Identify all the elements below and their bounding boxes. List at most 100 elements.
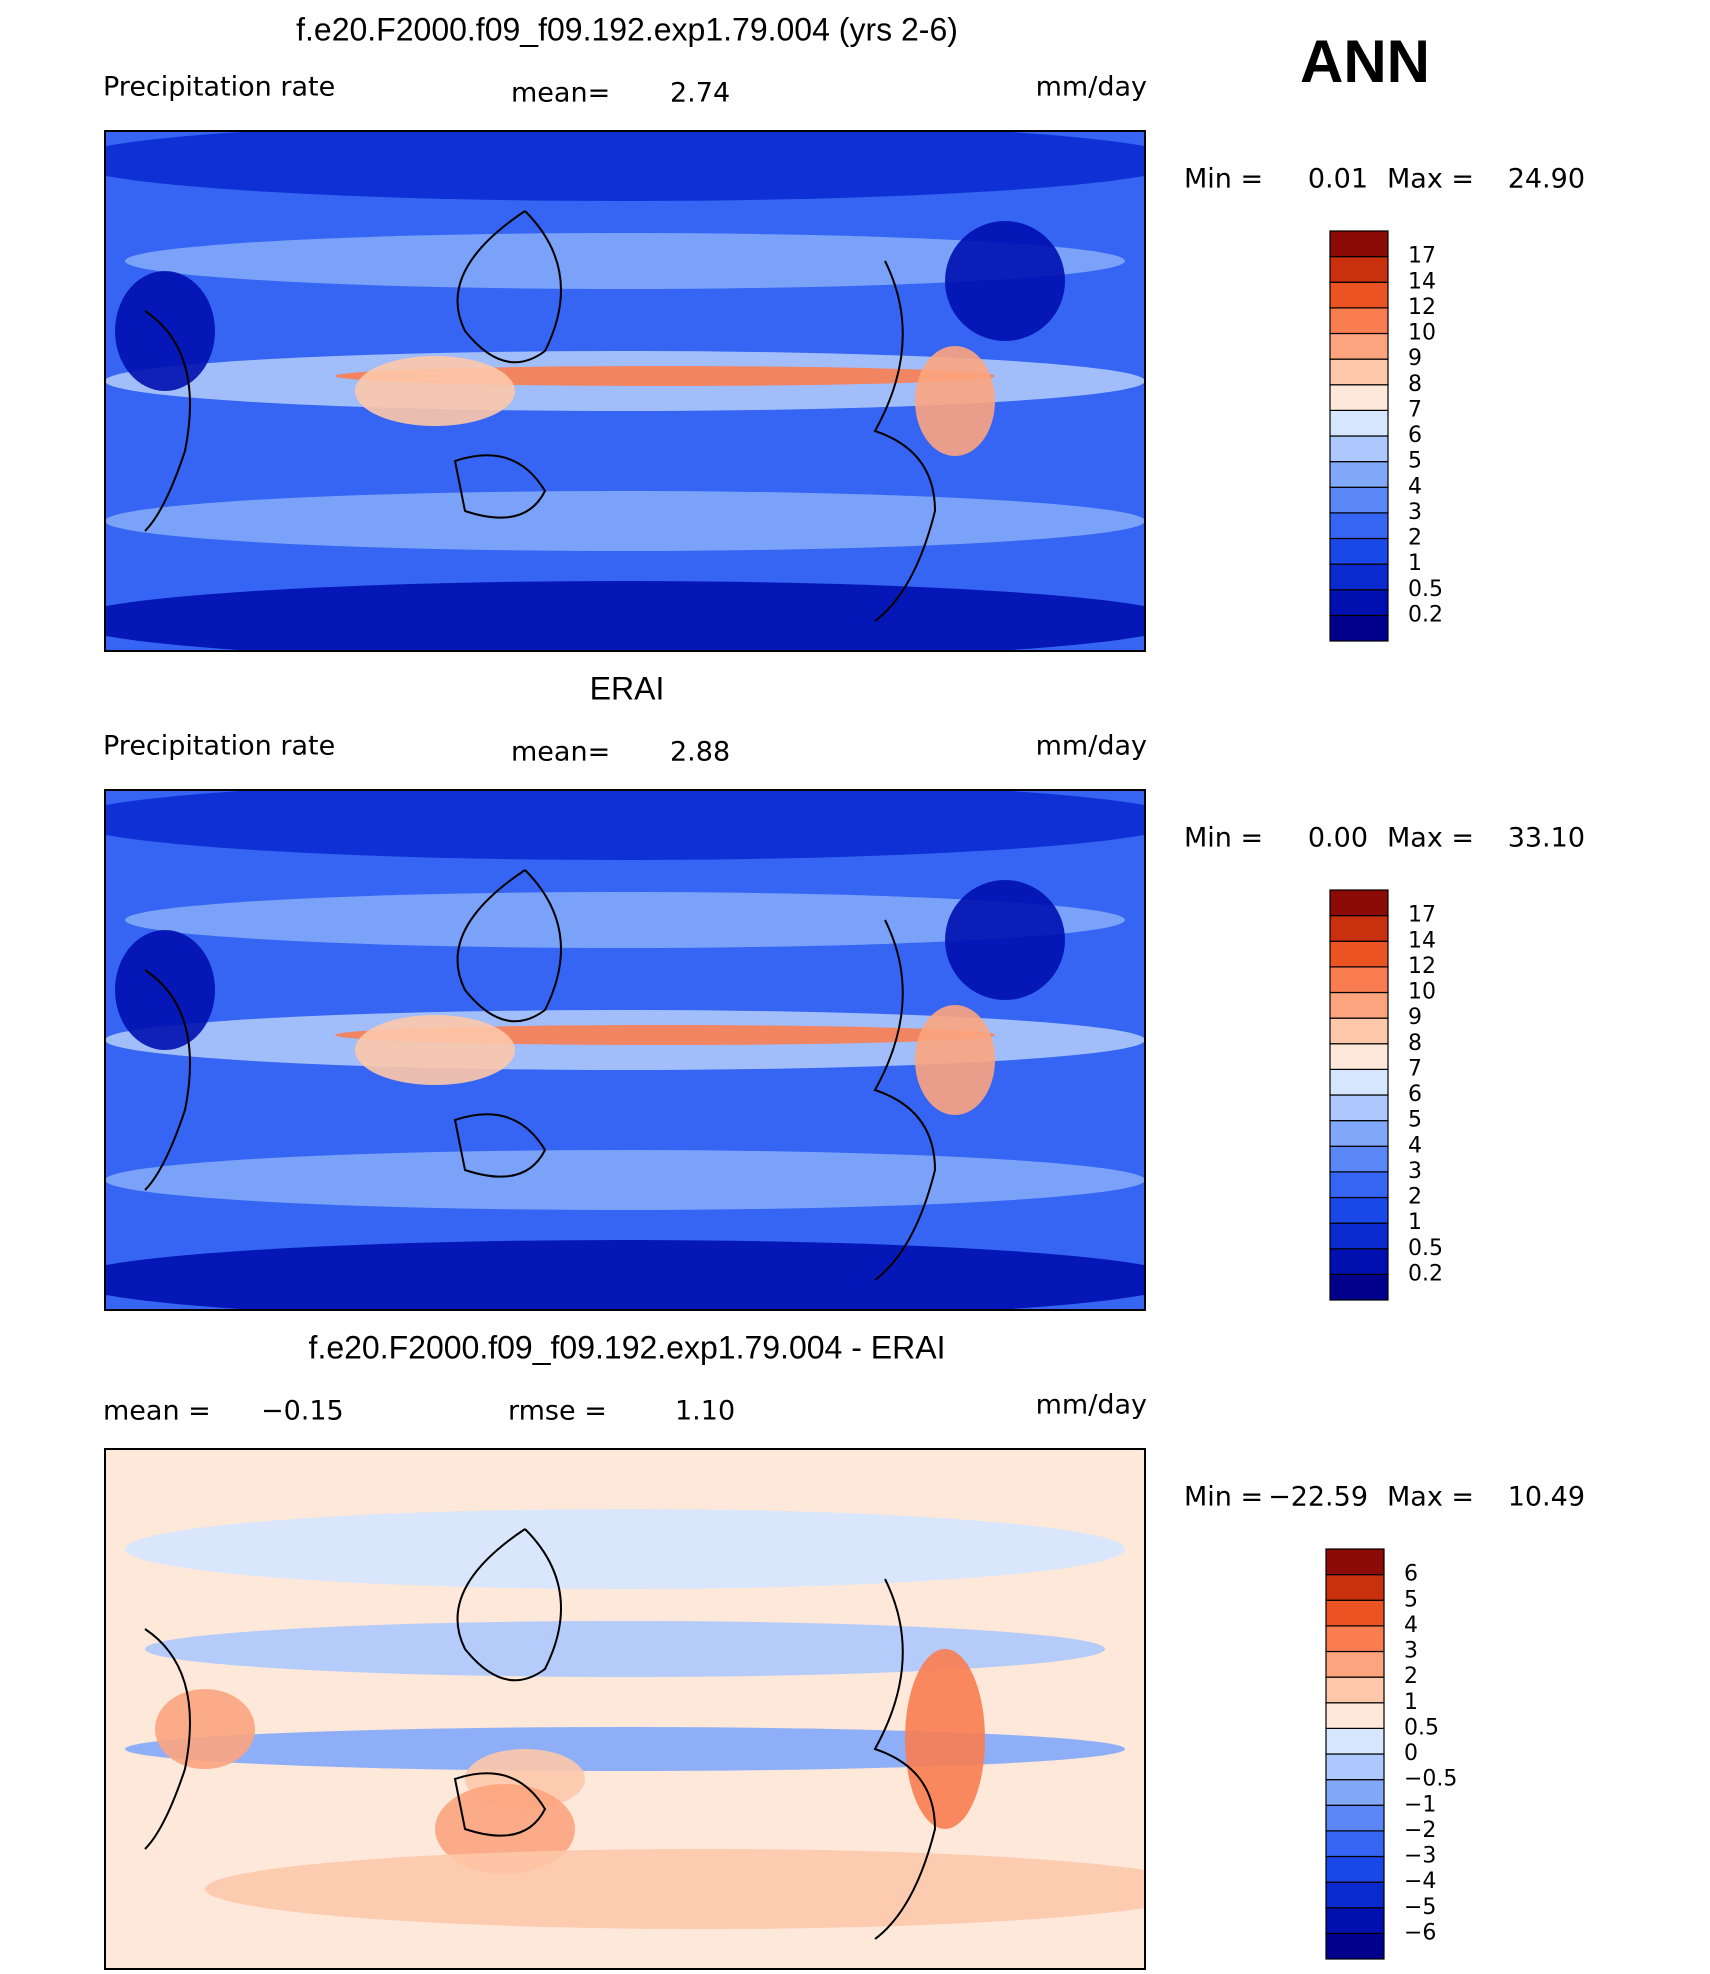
colorbar-label: 6: [1408, 1082, 1422, 1107]
colorbar-label: 0: [1404, 1741, 1418, 1766]
min-value: 0.00: [1308, 823, 1368, 854]
field-blob: [105, 1150, 1145, 1210]
colorbar-box: [1329, 1171, 1389, 1199]
colorbar-label: 1: [1404, 1690, 1418, 1715]
colorbar-label: 0.5: [1408, 577, 1443, 602]
stat-label: mean =: [103, 1396, 211, 1427]
colorbar-box: [1329, 256, 1389, 283]
field-blob: [155, 1689, 255, 1769]
colorbar-box: [1325, 1855, 1385, 1883]
colorbar-label: −5: [1404, 1895, 1436, 1920]
variable-name: Precipitation rate: [103, 72, 335, 103]
colorbar-label: 10: [1408, 980, 1436, 1005]
map-frame: [104, 130, 1146, 652]
stat-label: mean=: [511, 737, 610, 768]
colorbar-box: [1325, 1702, 1385, 1729]
map-frame: [104, 1448, 1146, 1970]
colorbar-box: [1329, 358, 1389, 386]
min-value: 0.01: [1308, 164, 1368, 195]
colorbar-box: [1325, 1830, 1385, 1858]
colorbar-label: 14: [1408, 928, 1436, 953]
colorbar-label: 7: [1408, 397, 1422, 422]
colorbar-label: 7: [1408, 1056, 1422, 1081]
colorbar-box: [1329, 409, 1389, 437]
colorbar-label: −4: [1404, 1869, 1436, 1894]
colorbar-label: 2: [1408, 1185, 1422, 1210]
colorbar-box: [1329, 1017, 1389, 1045]
colorbar-label: 5: [1404, 1587, 1418, 1612]
field-blob: [945, 221, 1065, 341]
map-field: [105, 790, 1145, 1310]
units: mm/day: [1036, 731, 1147, 762]
colorbar-label: 0.2: [1408, 1261, 1443, 1286]
colorbar-label: 9: [1408, 1005, 1422, 1030]
map-frame: [104, 789, 1146, 1311]
stat-label: rmse =: [508, 1396, 607, 1427]
field-blob: [105, 790, 1145, 860]
max-value: 24.90: [1508, 164, 1585, 195]
colorbar-box: [1329, 589, 1389, 616]
colorbar-label: −2: [1404, 1818, 1436, 1843]
colorbar-label: 9: [1408, 346, 1422, 371]
panel-title: f.e20.F2000.f09_f09.192.exp1.79.004 (yrs…: [296, 11, 958, 47]
field-blob: [125, 1509, 1125, 1589]
colorbar-box: [1329, 486, 1389, 514]
units: mm/day: [1036, 72, 1147, 103]
min-label: Min =: [1184, 823, 1263, 854]
field-blob: [105, 581, 1145, 651]
colorbar-label: 3: [1408, 500, 1422, 525]
colorbar-box: [1325, 1574, 1385, 1601]
field-blob: [115, 930, 215, 1050]
field-blob: [125, 233, 1125, 289]
colorbar-label: 17: [1408, 244, 1436, 269]
colorbar-box: [1325, 1548, 1385, 1576]
field-blob: [915, 1005, 995, 1115]
variable-name: Precipitation rate: [103, 731, 335, 762]
colorbar-label: −1: [1404, 1792, 1436, 1817]
colorbar-label: 4: [1404, 1613, 1418, 1638]
units: mm/day: [1036, 1390, 1147, 1421]
coastline: [144, 210, 937, 622]
colorbar-label: 3: [1404, 1639, 1418, 1664]
colorbar-box: [1325, 1753, 1385, 1781]
colorbar-box: [1329, 512, 1389, 540]
colorbar-box: [1329, 563, 1389, 591]
colorbar-box: [1325, 1599, 1385, 1627]
coastline: [144, 1528, 937, 1940]
stat-value: 2.74: [670, 78, 730, 109]
colorbar-label: 6: [1408, 423, 1422, 448]
field-blob: [205, 1849, 1145, 1929]
colorbar-box: [1329, 537, 1389, 565]
panel-title: f.e20.F2000.f09_f09.192.exp1.79.004 - ER…: [309, 1329, 946, 1365]
stat-label: mean=: [511, 78, 610, 109]
colorbar-label: 8: [1408, 372, 1422, 397]
field-blob: [105, 491, 1145, 551]
colorbar-box: [1325, 1881, 1385, 1909]
colorbar-box: [1329, 1222, 1389, 1250]
colorbar-label: 2: [1404, 1664, 1418, 1689]
colorbar-label: 0.5: [1404, 1715, 1439, 1740]
colorbar-box: [1329, 461, 1389, 488]
field-blob: [945, 880, 1065, 1000]
colorbar-label: 4: [1408, 474, 1422, 499]
colorbar-box: [1329, 1043, 1389, 1070]
colorbar-box: [1329, 1094, 1389, 1122]
field-blob: [125, 892, 1125, 948]
max-label: Max =: [1387, 823, 1474, 854]
colorbar-label: 10: [1408, 321, 1436, 346]
map-field: [105, 131, 1145, 651]
colorbar-label: 6: [1404, 1562, 1418, 1587]
colorbar-label: 0.2: [1408, 602, 1443, 627]
colorbar-box: [1329, 889, 1389, 917]
colorbar-box: [1329, 435, 1389, 463]
field-blob: [125, 1727, 1125, 1771]
map-field: [105, 1449, 1145, 1969]
colorbar-box: [1325, 1779, 1385, 1806]
colorbar-box: [1329, 614, 1389, 642]
colorbar-box: [1329, 1248, 1389, 1275]
max-label: Max =: [1387, 1482, 1474, 1513]
colorbar-box: [1329, 281, 1389, 309]
max-label: Max =: [1387, 164, 1474, 195]
colorbar-label: 4: [1408, 1133, 1422, 1158]
colorbar-box: [1329, 915, 1389, 942]
